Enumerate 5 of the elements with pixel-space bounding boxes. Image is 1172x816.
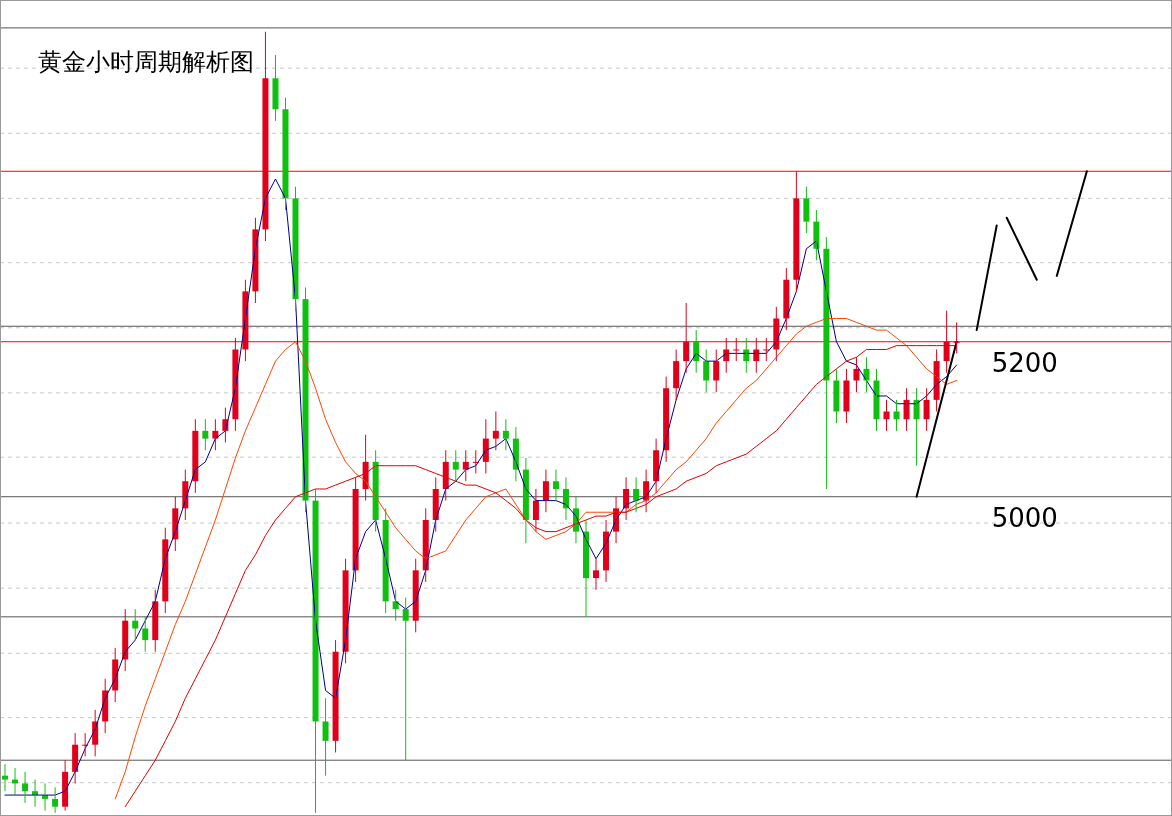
text: 黄金小时周期解析图 xyxy=(38,48,254,76)
candlestick xyxy=(292,186,299,312)
candlestick xyxy=(873,368,880,432)
ref-line-label: 5000 xyxy=(991,502,1058,533)
ref-line-label: 5200 xyxy=(991,347,1058,378)
